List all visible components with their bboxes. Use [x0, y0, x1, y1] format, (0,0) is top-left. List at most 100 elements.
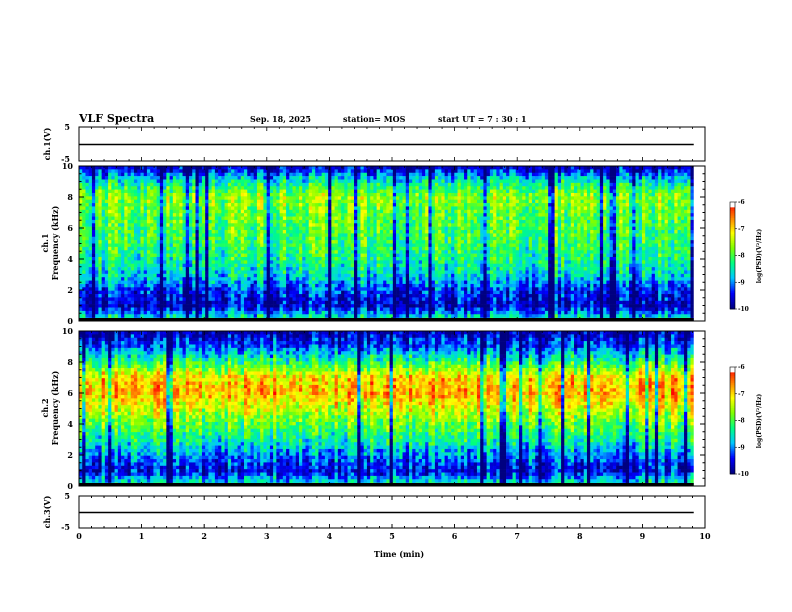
- spectrogram-cell: [150, 196, 154, 200]
- spectrogram-cell: [289, 213, 293, 217]
- spectrogram-cell: [357, 209, 361, 214]
- spectrogram-cell: [305, 199, 310, 204]
- spectrogram-cell: [124, 256, 128, 261]
- spectrogram-cell: [134, 209, 138, 214]
- spectrogram-cell: [198, 263, 203, 268]
- spectrogram-cell: [418, 230, 423, 234]
- spectrogram-cell: [318, 216, 322, 221]
- spectrogram-cell: [176, 166, 180, 170]
- spectrogram-cell: [205, 256, 209, 261]
- spectrogram-cell: [357, 199, 361, 204]
- spectrogram-cell: [331, 213, 335, 217]
- spectrogram-cell: [205, 270, 209, 275]
- spectrogram-cell: [253, 260, 258, 265]
- spectrogram-cell: [396, 240, 400, 244]
- spectrogram-cell: [386, 206, 390, 211]
- spectrogram-cell: [159, 206, 164, 211]
- spectrogram-cell: [354, 179, 358, 184]
- spectrogram-cell: [227, 189, 232, 194]
- spectrogram-cell: [159, 216, 164, 221]
- spectrogram-cell: [276, 287, 280, 291]
- spectrogram-cell: [350, 233, 355, 238]
- spectrogram-cell: [146, 196, 151, 200]
- spectrogram-cell: [405, 300, 410, 305]
- spectrogram-cell: [240, 172, 245, 177]
- spectrogram-cell: [305, 236, 310, 241]
- spectrogram-cell: [79, 169, 83, 174]
- spectrogram-cell: [163, 203, 167, 207]
- spectrogram-cell: [140, 260, 145, 265]
- spectrogram-cell: [273, 176, 277, 180]
- spectrogram-cell: [224, 314, 229, 318]
- spectrogram-cell: [130, 176, 135, 180]
- spectrogram-cell: [85, 233, 90, 238]
- spectrogram-cell: [172, 273, 177, 278]
- spectrogram-cell: [159, 192, 164, 197]
- spectrogram-cell: [117, 216, 122, 221]
- spectrogram-cell: [166, 270, 170, 275]
- spectrogram-cell: [357, 213, 361, 217]
- spectrogram-cell: [324, 243, 329, 248]
- spectrogram-cell: [198, 314, 203, 318]
- spectrogram-cell: [286, 189, 290, 194]
- spectrogram-cell: [211, 287, 216, 291]
- spectrogram-cell: [334, 206, 339, 211]
- spectrogram-cell: [405, 270, 410, 275]
- spectrogram-cell: [159, 233, 164, 238]
- spectrogram-cell: [386, 196, 390, 200]
- spectrogram-cell: [282, 260, 287, 265]
- spectrogram-cell: [140, 297, 145, 302]
- ch1-ytick-bottom: -5: [61, 154, 70, 164]
- spectrogram-cell: [143, 270, 148, 275]
- spectrogram-cell: [299, 310, 303, 315]
- spectrogram-cell: [114, 270, 119, 275]
- spectrogram-cell: [240, 240, 245, 244]
- spectrogram-cell: [166, 280, 170, 285]
- spectrogram-cell: [331, 230, 335, 234]
- spectrogram-cell: [409, 294, 413, 298]
- spectrogram-cell: [347, 297, 352, 302]
- spectrogram-cell: [108, 283, 112, 288]
- spectrogram-cell: [415, 280, 420, 285]
- spectrogram-cell: [256, 240, 261, 244]
- spectrogram-cell: [389, 290, 394, 295]
- spectrogram-cell: [91, 226, 96, 231]
- spectrogram-cell: [402, 182, 407, 187]
- spectrogram-cell: [192, 182, 196, 187]
- spectrogram-cell: [334, 209, 339, 214]
- spectrogram-cell: [88, 233, 93, 238]
- spectrogram-cell: [85, 250, 90, 254]
- spectrogram-cell: [234, 290, 238, 295]
- spectrogram-cell: [418, 213, 423, 217]
- spectrogram-cell: [227, 230, 232, 234]
- spectrogram-cell: [373, 182, 377, 187]
- spectrogram-cell: [237, 263, 242, 268]
- spectrogram-cell: [201, 226, 206, 231]
- spectrogram-cell: [127, 300, 132, 305]
- spectrogram-cell: [256, 206, 261, 211]
- spectrogram-cell: [205, 172, 209, 177]
- spectrogram-cell: [234, 287, 238, 291]
- spectrogram-cell: [121, 209, 125, 214]
- spectrogram-cell: [299, 280, 303, 285]
- spectrogram-cell: [237, 189, 242, 194]
- spectrogram-cell: [104, 236, 109, 241]
- spectrogram-cell: [350, 294, 355, 298]
- spectrogram-cell: [373, 223, 377, 227]
- spectrogram-cell: [269, 226, 274, 231]
- spectrogram-cell: [328, 203, 332, 207]
- spectrogram-cell: [376, 196, 381, 200]
- spectrogram-cell: [318, 223, 322, 227]
- spectrogram-cell: [273, 186, 277, 190]
- spectrogram-cell: [295, 179, 300, 184]
- spectrogram-cell: [331, 273, 335, 278]
- spectrogram-cell: [273, 267, 277, 271]
- spectrogram-cell: [308, 226, 313, 231]
- spectrogram-cell: [399, 243, 403, 248]
- spectrogram-cell: [253, 199, 258, 204]
- spectrogram-cell: [383, 270, 387, 275]
- spectrogram-cell: [269, 223, 274, 227]
- spectrogram-cell: [79, 243, 83, 248]
- spectrogram-cell: [299, 230, 303, 234]
- spectrogram-cell: [79, 307, 83, 312]
